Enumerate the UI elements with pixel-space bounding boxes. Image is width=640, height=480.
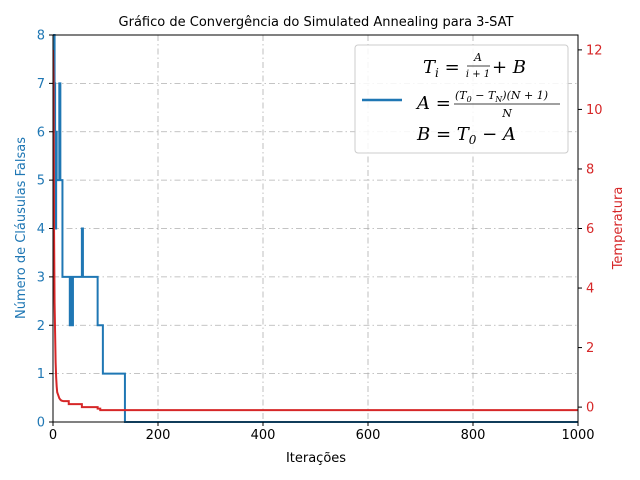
svg-text:Ti =: Ti = bbox=[423, 57, 460, 80]
svg-text:(T0 − TN)(N + 1): (T0 − TN)(N + 1) bbox=[455, 89, 548, 104]
formula-b-tail: − A bbox=[476, 124, 516, 145]
right-y-tick-label: 0 bbox=[586, 401, 594, 416]
formula-t-symbol: T bbox=[423, 57, 437, 78]
right-y-axis: 0 2 4 6 8 10 12 bbox=[578, 43, 603, 416]
left-y-tick-label: 0 bbox=[37, 416, 45, 431]
left-y-tick-label: 3 bbox=[37, 270, 45, 285]
left-y-tick-label: 7 bbox=[37, 77, 45, 92]
x-tick-label: 200 bbox=[146, 428, 171, 443]
right-y-tick-label: 4 bbox=[586, 282, 594, 297]
x-axis-label: Iterações bbox=[286, 451, 346, 466]
left-y-tick-label: 6 bbox=[37, 125, 45, 140]
legend-box bbox=[354, 44, 569, 154]
legend-formula-b: B = T0 − A bbox=[416, 124, 516, 147]
formula-b-sub: 0 bbox=[469, 133, 477, 147]
formula-a-num-sub-1: 0 bbox=[467, 95, 472, 104]
left-y-tick-label: 5 bbox=[37, 174, 45, 189]
series-line-false-clauses bbox=[53, 34, 578, 423]
left-y-tick-label: 8 bbox=[37, 29, 45, 44]
left-y-tick-label: 1 bbox=[37, 367, 45, 382]
formula-t-eq: = bbox=[439, 57, 460, 78]
left-y-tick-label: 2 bbox=[37, 319, 45, 334]
formula-a-num-tail: )(N + 1) bbox=[501, 89, 548, 102]
formula-b-main: B = T bbox=[416, 124, 471, 145]
right-y-tick-label: 2 bbox=[586, 341, 594, 356]
legend-formula-a: A = (T0 − TN)(N + 1) N bbox=[415, 89, 560, 120]
x-tick-label: 1000 bbox=[561, 428, 594, 443]
legend-formula-t: Ti = A i + 1 + B bbox=[423, 51, 526, 80]
right-y-tick-label: 8 bbox=[586, 162, 594, 177]
x-tick-label: 800 bbox=[461, 428, 486, 443]
series-line-temperature bbox=[53, 49, 578, 412]
right-y-tick-label: 12 bbox=[586, 43, 603, 58]
right-y-axis-label: Temperatura bbox=[611, 187, 626, 271]
x-tick-label: 600 bbox=[356, 428, 381, 443]
x-tick-label: 400 bbox=[251, 428, 276, 443]
formula-t-numerator: A bbox=[473, 51, 482, 64]
formula-t-tail: + B bbox=[492, 57, 526, 78]
x-tick-label: 0 bbox=[49, 428, 57, 443]
right-y-tick-label: 10 bbox=[586, 103, 603, 118]
formula-a-num-mid: − T bbox=[472, 89, 497, 102]
formula-t-denominator: i + 1 bbox=[466, 69, 490, 80]
left-y-axis: 0 1 2 3 4 5 6 7 8 bbox=[37, 29, 53, 431]
chart-title: Gráfico de Convergência do Simulated Ann… bbox=[119, 15, 514, 30]
right-y-tick-label: 6 bbox=[586, 222, 594, 237]
formula-a-lhs: A = bbox=[415, 93, 451, 114]
series-layer bbox=[53, 34, 578, 423]
formula-t-sub: i bbox=[435, 66, 439, 80]
formula-a-denominator: N bbox=[501, 107, 512, 120]
left-y-tick-label: 4 bbox=[37, 222, 45, 237]
formula-a-num-1: (T bbox=[455, 89, 468, 102]
formula-a-num-sub-2: N bbox=[494, 95, 503, 104]
x-axis: 0 200 400 600 800 1000 bbox=[49, 422, 595, 443]
left-y-axis-label: Número de Cláusulas Falsas bbox=[14, 137, 29, 319]
svg-text:B = T0 − A: B = T0 − A bbox=[416, 124, 516, 147]
legend: Ti = A i + 1 + B A = (T0 − TN)(N + 1) N … bbox=[354, 44, 569, 154]
